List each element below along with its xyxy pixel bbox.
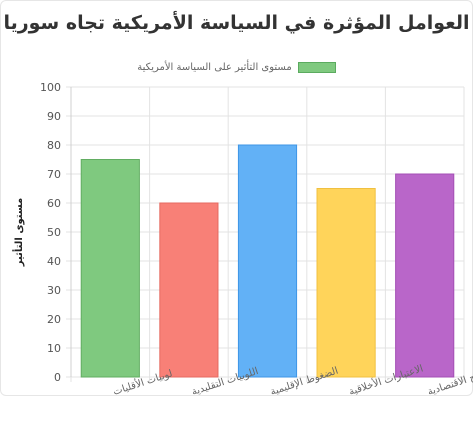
y-axis-ticks: 0 10 20 30 40 50 60 70 80 90 100	[40, 81, 61, 384]
y-tick-label: 40	[47, 255, 61, 268]
y-tick-label: 20	[47, 313, 61, 326]
bar[interactable]	[316, 188, 376, 378]
y-tick-label: 100	[40, 81, 61, 94]
y-tick-label: 0	[54, 371, 61, 384]
legend-swatch	[297, 62, 336, 73]
y-tick-label: 90	[47, 110, 61, 123]
y-tick-label: 50	[47, 226, 61, 239]
y-tick-label: 80	[47, 139, 61, 152]
y-axis-title: مستوى التأثير	[12, 198, 25, 267]
bar[interactable]	[159, 202, 219, 378]
bars	[80, 144, 455, 378]
legend-label: مستوى التأثير على السياسة الأمريكية	[137, 62, 292, 73]
chart-title: العوامل المؤثرة في السياسة الأمريكية تجا…	[3, 12, 470, 34]
chart-card	[0, 0, 473, 396]
bar[interactable]	[395, 173, 455, 378]
y-tick-label: 60	[47, 197, 61, 210]
y-tick-label: 70	[47, 168, 61, 181]
bar[interactable]	[80, 159, 140, 378]
legend[interactable]: مستوى التأثير على السياسة الأمريكية	[0, 62, 473, 73]
y-tick-label: 30	[47, 284, 61, 297]
bar[interactable]	[237, 144, 298, 378]
y-tick-label: 10	[47, 342, 61, 355]
